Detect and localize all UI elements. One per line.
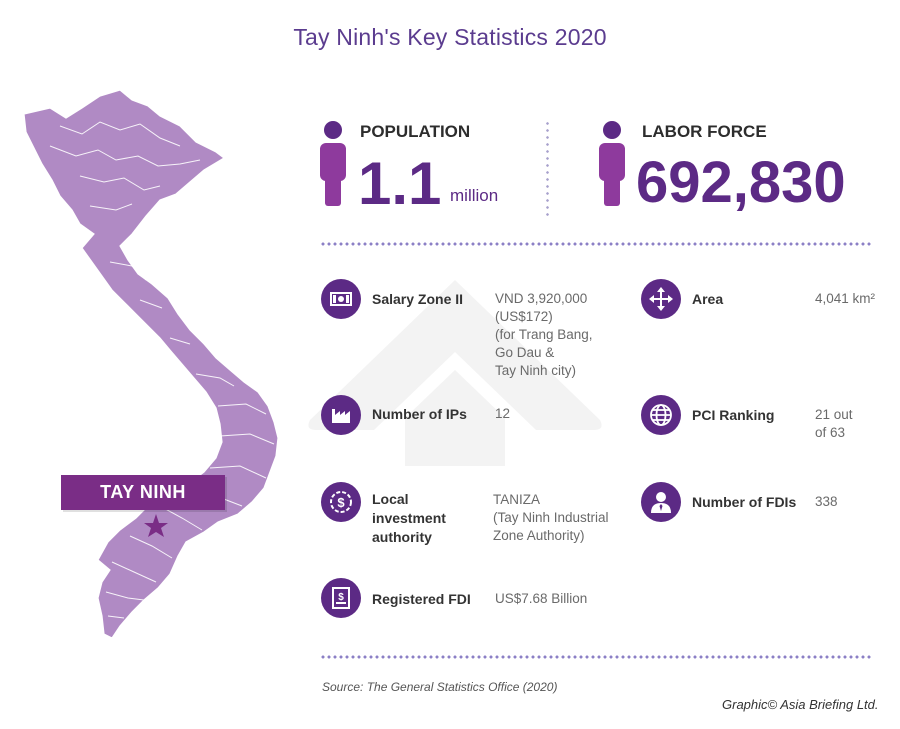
salary-zone-label: Salary Zone II (372, 291, 464, 307)
move-arrows-icon (641, 279, 681, 319)
businessman-icon (641, 482, 681, 522)
pci-ranking-label: PCI Ranking (692, 407, 775, 423)
labor-force-value: 692,830 (636, 150, 846, 215)
source-note: Source: The General Statistics Office (2… (322, 680, 558, 694)
fdis-value: 338 (815, 494, 838, 509)
page-title: Tay Ninh's Key Statistics 2020 (293, 24, 607, 50)
divider-horizontal-top (320, 242, 872, 246)
population-unit: million (450, 186, 499, 205)
tay-ninh-label: TAY NINH (61, 475, 225, 510)
population-label: POPULATION (360, 122, 471, 141)
investment-authority-label: Local investment authority (372, 491, 446, 545)
coin-badge-icon: $ (321, 482, 361, 522)
divider-horizontal-bottom (320, 655, 872, 659)
globe-icon (641, 395, 681, 435)
money-icon (321, 279, 361, 319)
vietnam-map-shape (23, 89, 279, 639)
investment-authority-value: TANIZA (Tay Ninh Industrial Zone Authori… (493, 492, 609, 543)
svg-text:$: $ (338, 592, 344, 603)
registered-fdi-label: Registered FDI (372, 591, 471, 607)
registered-fdi-value: US$7.68 Billion (495, 591, 588, 606)
tay-ninh-star-icon (144, 514, 168, 537)
salary-zone-value: VND 3,920,000 (US$172) (for Trang Bang, … (495, 291, 593, 378)
population-value: 1.1 (358, 150, 442, 217)
area-label: Area (692, 291, 724, 307)
vietnam-map (23, 89, 279, 639)
labor-force-label: LABOR FORCE (642, 122, 767, 141)
document-dollar-icon: $ (321, 578, 361, 618)
fdis-label: Number of FDIs (692, 494, 797, 510)
person-icon (599, 121, 625, 206)
graphic-credit: Graphic© Asia Briefing Ltd. (722, 697, 879, 712)
watermark-logo (308, 280, 602, 466)
divider-vertical (546, 120, 549, 220)
ips-value: 12 (495, 406, 511, 421)
factory-icon (321, 395, 361, 435)
ips-label: Number of IPs (372, 406, 467, 422)
person-icon (320, 121, 346, 206)
pci-ranking-value: 21 out of 63 (815, 407, 853, 440)
area-value: 4,041 km² (815, 291, 876, 306)
svg-text:$: $ (337, 495, 345, 510)
